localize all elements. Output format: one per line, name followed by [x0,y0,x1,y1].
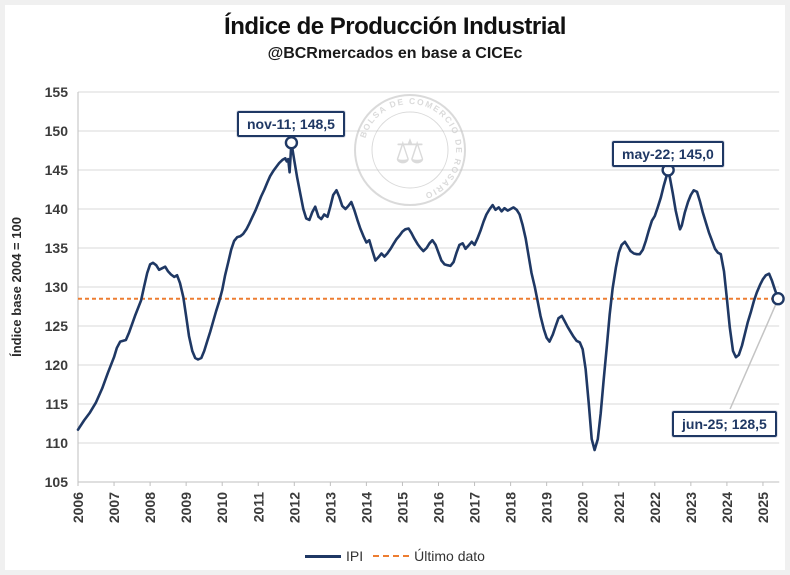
annotation-point-marker [771,292,785,306]
x-tick-label: 2006 [70,492,86,523]
y-tick-label: 125 [45,318,69,334]
annotation-jun-25: jun-25; 128,5 [672,411,777,437]
legend-item-ipi: IPI [305,548,363,564]
caduceus-scales-icon: ⚖ [395,133,425,171]
y-tick-label: 110 [45,435,68,451]
x-tick-label: 2011 [250,492,266,523]
x-tick-label: 2019 [539,492,555,523]
x-tick-label: 2013 [322,492,338,523]
x-tick-label: 2018 [503,492,519,523]
annotation-may-22: may-22; 145,0 [612,141,724,167]
y-tick-label: 140 [45,201,69,217]
chart-legend: IPI Último dato [5,548,785,564]
x-tick-label: 2010 [214,492,230,523]
x-tick-label: 2023 [683,492,699,523]
x-tick-label: 2014 [358,492,374,523]
y-axis-title: Índice base 2004 = 100 [9,217,24,357]
x-tick-label: 2022 [647,492,663,523]
ultimo-dato-dash-sample-icon [373,555,410,557]
x-tick-label: 2012 [286,492,302,523]
y-tick-label: 135 [45,240,69,256]
x-tick-label: 2016 [431,492,447,523]
legend-label-ultimo-dato: Último dato [414,548,485,564]
ipi-line-chart: 105 110 115 120 125 130 135 140 145 150 155 2006 200… [9,84,785,523]
jun-25-callout-line [729,303,777,410]
x-tick-label: 2007 [106,492,122,523]
legend-label-ipi: IPI [346,548,364,564]
legend-item-ultimo-dato: Último dato [373,548,485,564]
bcr-watermark-seal: BOLSA DE COMERCIO DE ROSARIO⚖ [354,94,466,206]
y-tick-label: 145 [45,162,69,178]
y-tick-label: 105 [45,474,69,490]
x-tick-label: 2021 [611,492,627,523]
chart-title: Índice de Producción Industrial [224,13,566,40]
y-tick-label: 115 [45,396,68,412]
x-tick-label: 2024 [719,492,735,523]
ipi-line-sample-icon [305,554,342,558]
x-tick-label: 2020 [575,492,591,523]
annotation-nov-11: nov-11; 148,5 [237,111,345,137]
y-tick-label: 155 [45,84,69,100]
y-tick-label: 130 [45,279,69,295]
annotation-point-marker [284,135,299,150]
x-tick-label: 2017 [467,492,483,523]
x-tick-label: 2008 [142,492,158,523]
x-tick-label: 2009 [178,492,194,523]
chart-subtitle: @BCRmercados en base a CICEc [267,45,523,62]
y-tick-label: 150 [45,123,69,139]
y-tick-label: 120 [45,357,69,373]
x-tick-label: 2025 [755,492,771,523]
x-tick-label: 2015 [394,492,410,523]
